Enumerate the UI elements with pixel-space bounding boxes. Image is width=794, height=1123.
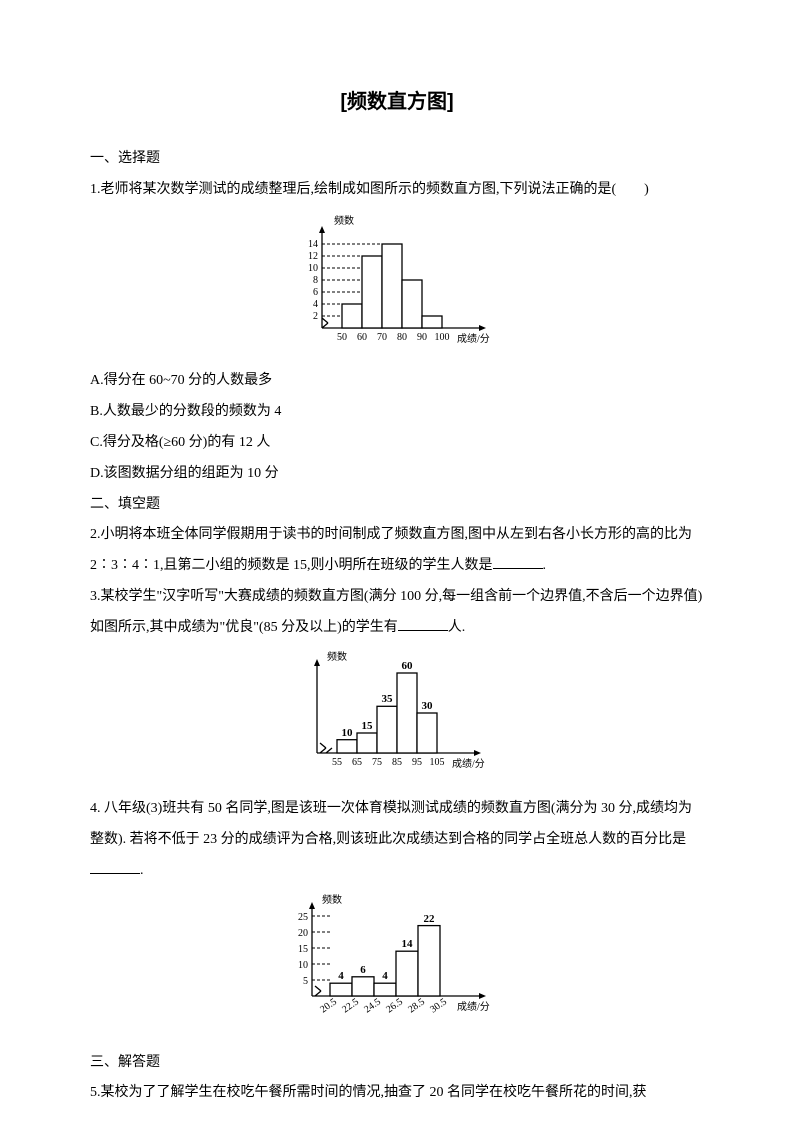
x-tick: 65 [352, 757, 362, 768]
x-tick: 100 [435, 332, 450, 343]
chart-1-figure: 2 4 6 8 10 12 14 50 60 70 80 90 100 频数 成… [90, 210, 704, 363]
y-tick: 2 [313, 311, 318, 322]
y-tick: 4 [313, 299, 318, 310]
bar-label: 30 [422, 700, 434, 712]
q1-option-c: C.得分及格(≥60 分)的有 12 人 [90, 428, 704, 459]
chart-2-figure: 10 15 35 60 30 55 65 75 85 95 105 频数 成绩/… [90, 648, 704, 791]
q1-option-a: A.得分在 60~70 分的人数最多 [90, 366, 704, 397]
chart-3-figure: 5 10 15 20 25 4 6 4 14 22 20.5 22.5 24.5… [90, 891, 704, 1044]
x-axis-label: 成绩/分 [457, 332, 490, 345]
bar-label: 10 [342, 727, 354, 739]
x-tick: 105 [430, 757, 445, 768]
bar-label: 22 [424, 913, 436, 925]
section-1-heading: 一、选择题 [90, 144, 704, 175]
y-axis-label: 频数 [327, 650, 347, 663]
y-tick: 14 [308, 239, 318, 250]
x-tick: 55 [332, 757, 342, 768]
y-tick: 25 [298, 912, 308, 923]
question-4: 4. 八年级(3)班共有 50 名同学,图是该班一次体育模拟测试成绩的频数直方图… [90, 794, 704, 886]
question-5-text: 5.某校为了了解学生在校吃午餐所需时间的情况,抽查了 20 名同学在校吃午餐所花… [90, 1078, 704, 1109]
x-tick: 80 [397, 332, 407, 343]
y-tick: 10 [298, 960, 308, 971]
y-axis-label: 频数 [334, 214, 354, 227]
x-tick: 70 [377, 332, 387, 343]
q1-option-b: B.人数最少的分数段的频数为 4 [90, 397, 704, 428]
x-tick: 95 [412, 757, 422, 768]
section-2-heading: 二、填空题 [90, 490, 704, 521]
bar-label: 14 [402, 938, 414, 950]
q4-tail: . [140, 863, 144, 878]
x-tick: 20.5 [318, 996, 339, 1015]
x-tick: 50 [337, 332, 347, 343]
q4-text: 4. 八年级(3)班共有 50 名同学,图是该班一次体育模拟测试成绩的频数直方图… [90, 801, 692, 847]
q2-tail: . [543, 558, 547, 573]
q1-option-d: D.该图数据分组的组距为 10 分 [90, 459, 704, 490]
chart-2-svg: 10 15 35 60 30 55 65 75 85 95 105 频数 成绩/… [287, 648, 507, 778]
x-axis-label: 成绩/分 [452, 757, 485, 770]
x-tick: 85 [392, 757, 402, 768]
blank-input[interactable] [90, 860, 140, 874]
q3-text: 3.某校学生"汉字听写"大赛成绩的频数直方图(满分 100 分,每一组含前一个边… [90, 589, 702, 635]
y-tick: 10 [308, 263, 318, 274]
page-title: [频数直方图] [90, 80, 704, 124]
blank-input[interactable] [493, 555, 543, 569]
x-tick: 30.5 [428, 996, 449, 1015]
x-tick: 24.5 [362, 996, 383, 1015]
x-axis-label: 成绩/分 [457, 1000, 490, 1013]
question-2: 2.小明将本班全体同学假期用于读书的时间制成了频数直方图,图中从左到右各小长方形… [90, 520, 704, 582]
y-tick: 8 [313, 275, 318, 286]
bar-label: 6 [360, 964, 366, 976]
x-tick: 28.5 [406, 996, 427, 1015]
y-tick: 5 [303, 976, 308, 987]
x-tick: 75 [372, 757, 382, 768]
x-tick: 22.5 [340, 996, 361, 1015]
y-tick: 20 [298, 928, 308, 939]
bar-label: 60 [402, 660, 414, 672]
bar-label: 35 [382, 693, 394, 705]
bar-label: 15 [362, 720, 374, 732]
x-tick: 90 [417, 332, 427, 343]
y-tick: 15 [298, 944, 308, 955]
bar-label: 4 [338, 970, 344, 982]
bar-label: 4 [382, 970, 388, 982]
blank-input[interactable] [398, 617, 448, 631]
chart-1-svg: 2 4 6 8 10 12 14 50 60 70 80 90 100 频数 成… [282, 210, 512, 350]
q3-tail: 人. [448, 620, 466, 635]
x-tick: 26.5 [384, 996, 405, 1015]
question-3: 3.某校学生"汉字听写"大赛成绩的频数直方图(满分 100 分,每一组含前一个边… [90, 582, 704, 644]
question-1-text: 1.老师将某次数学测试的成绩整理后,绘制成如图所示的频数直方图,下列说法正确的是… [90, 175, 704, 206]
section-3-heading: 三、解答题 [90, 1048, 704, 1079]
q2-text: 2.小明将本班全体同学假期用于读书的时间制成了频数直方图,图中从左到右各小长方形… [90, 527, 692, 573]
y-tick: 12 [308, 251, 318, 262]
y-axis-label: 频数 [322, 893, 342, 906]
chart-3-svg: 5 10 15 20 25 4 6 4 14 22 20.5 22.5 24.5… [277, 891, 517, 1031]
y-tick: 6 [313, 287, 318, 298]
x-tick: 60 [357, 332, 367, 343]
